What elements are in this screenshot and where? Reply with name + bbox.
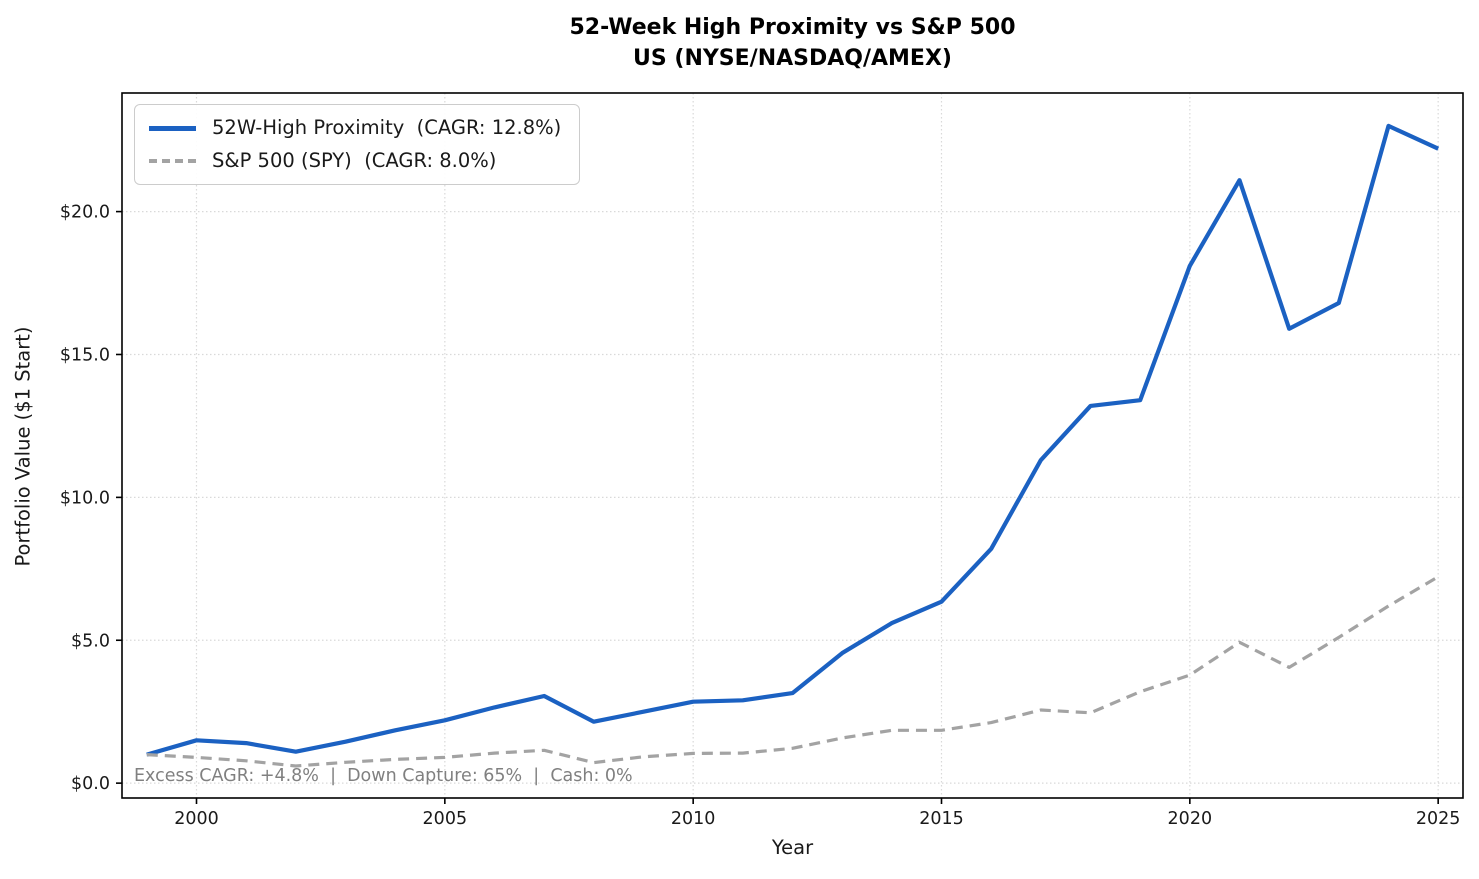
x-tick-label: 2000 — [174, 809, 219, 829]
x-tick-label: 2020 — [1168, 809, 1213, 829]
chart-title-line2: US (NYSE/NASDAQ/AMEX) — [633, 46, 952, 71]
legend-item-benchmark: S&P 500 (SPY) (CAGR: 8.0%) — [149, 149, 561, 173]
legend-item-strategy: 52W-High Proximity (CAGR: 12.8%) — [149, 116, 561, 140]
x-axis-label: Year — [771, 836, 814, 859]
x-tick-label: 2015 — [919, 809, 964, 829]
x-tick-label: 2025 — [1416, 809, 1461, 829]
stats-annotation: Excess CAGR: +4.8% | Down Capture: 65% |… — [134, 766, 633, 786]
y-axis-label: Portfolio Value ($1 Start) — [11, 326, 35, 567]
series-line-0 — [146, 123, 1440, 757]
y-tick-label: $0.0 — [71, 774, 110, 794]
x-tick-label: 2005 — [423, 809, 468, 829]
plot-border — [121, 92, 1464, 799]
legend-label-benchmark: S&P 500 (SPY) (CAGR: 8.0%) — [212, 149, 497, 172]
x-tick-label: 2010 — [671, 809, 716, 829]
y-tick-label: $15.0 — [60, 345, 110, 365]
y-tick-label: $10.0 — [60, 488, 110, 508]
y-tick-label: $20.0 — [60, 203, 110, 223]
legend-label-strategy: 52W-High Proximity (CAGR: 12.8%) — [212, 116, 562, 139]
chart-title-line1: 52-Week High Proximity vs S&P 500 — [569, 15, 1016, 40]
series-line-1 — [146, 575, 1440, 768]
legend-line-dashed-gray-icon — [149, 159, 196, 163]
legend: 52W-High Proximity (CAGR: 12.8%) S&P 500… — [134, 104, 581, 185]
chart-title: 52-Week High Proximity vs S&P 500 US (NY… — [122, 12, 1463, 74]
y-tick-label: $5.0 — [71, 631, 110, 651]
legend-line-solid-blue-icon — [149, 125, 196, 131]
